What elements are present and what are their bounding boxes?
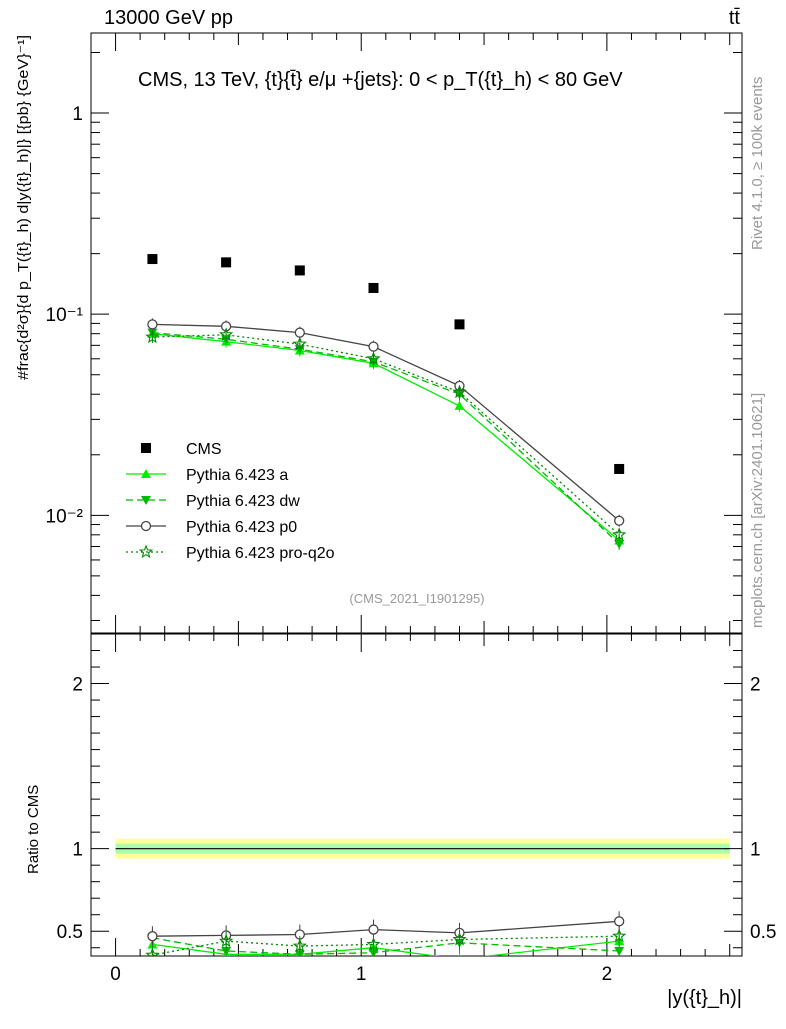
ratio-point	[366, 936, 381, 951]
ratio-line	[152, 920, 620, 937]
ratio-line	[152, 937, 620, 955]
mcplots-label: mcplots.cern.ch [arXiv:2401.10621]	[749, 393, 766, 628]
ratio-point	[292, 938, 307, 953]
ratio-point	[452, 931, 467, 946]
legend-marker	[138, 544, 154, 559]
rivet-label: Rivet 4.1.0, ≥ 100k events	[749, 77, 766, 250]
ratio-line	[152, 935, 620, 956]
legend-marker	[141, 443, 151, 453]
legend-entry: Pythia 6.423 p0	[126, 519, 297, 536]
ratio-point	[145, 947, 160, 956]
ratio-line	[152, 940, 620, 956]
ratio-y-tick-label: 2	[750, 675, 761, 696]
legend-entry: CMS	[141, 441, 222, 458]
ratio-point	[458, 954, 461, 956]
data-point	[366, 351, 381, 365]
data-point	[368, 341, 379, 352]
data-point	[294, 327, 305, 338]
data-point	[614, 463, 625, 474]
legend-label: Pythia 6.423 p0	[186, 519, 297, 536]
x-axis-label: |y({t}_h)|	[667, 987, 742, 1009]
y-tick-label: 10⁻¹	[46, 305, 84, 326]
data-point	[292, 336, 307, 351]
ratio-y-tick-label: 0.5	[750, 922, 776, 943]
ratio-y-tick-label: 0.5	[57, 922, 83, 943]
main-frame	[90, 32, 743, 634]
plot-title: CMS, 13 TeV, {t}{t̄} e/μ +{jets}: 0 < p_…	[138, 69, 623, 91]
legend-label: Pythia 6.423 dw	[186, 493, 300, 510]
data-point	[294, 265, 305, 276]
series-line	[152, 331, 620, 545]
ratio-y-tick-label: 2	[72, 675, 83, 696]
data-point	[368, 282, 379, 293]
series-line	[152, 333, 620, 541]
data-point	[218, 327, 234, 341]
ratio-point	[368, 924, 379, 935]
legend-entry: Pythia 6.423 pro-q2o	[126, 544, 335, 562]
series-line	[152, 323, 620, 522]
analysis-label: (CMS_2021_I1901295)	[349, 591, 484, 606]
y-tick-label: 1	[72, 104, 83, 125]
x-tick-label: 0	[110, 964, 121, 985]
ratio-frame	[90, 633, 743, 957]
data-point	[612, 527, 627, 541]
data-point	[147, 319, 158, 330]
ratio-point	[612, 928, 627, 943]
ratio-y-label: Ratio to CMS	[25, 785, 42, 874]
x-tick-label: 1	[356, 964, 367, 985]
data-point	[145, 329, 160, 344]
ratio-point	[221, 947, 232, 956]
y-tick-label: 10⁻²	[46, 506, 84, 527]
legend-label: CMS	[186, 441, 222, 458]
ratio-point	[147, 931, 158, 942]
ratio-point	[614, 947, 625, 956]
energy-label: 13000 GeV pp	[104, 7, 233, 29]
data-point	[221, 257, 232, 268]
data-point	[452, 384, 467, 399]
ratio-y-tick-label: 1	[72, 840, 83, 861]
x-tick-label: 2	[602, 964, 613, 985]
legend-entry: Pythia 6.423 a	[126, 467, 288, 484]
ratio-point	[614, 916, 625, 927]
data-point	[147, 254, 158, 265]
data-point	[454, 319, 465, 330]
series-line	[152, 334, 620, 536]
legend-marker	[140, 520, 152, 532]
legend-marker	[141, 496, 151, 505]
data-point	[454, 400, 465, 410]
legend-entry: Pythia 6.423 dw	[126, 493, 300, 510]
process-label: tt̄	[729, 7, 741, 29]
main-y-label: #frac{d²σ}{d p_T({t}_h) d|y({t}_h)|} [{p…	[15, 35, 32, 380]
ratio-point	[218, 933, 234, 948]
legend-label: Pythia 6.423 pro-q2o	[186, 545, 335, 562]
ratio-y-tick-label: 1	[750, 840, 761, 861]
legend-marker	[141, 469, 151, 478]
data-point	[614, 540, 625, 550]
legend-label: Pythia 6.423 a	[186, 467, 288, 484]
data-point	[614, 515, 625, 526]
